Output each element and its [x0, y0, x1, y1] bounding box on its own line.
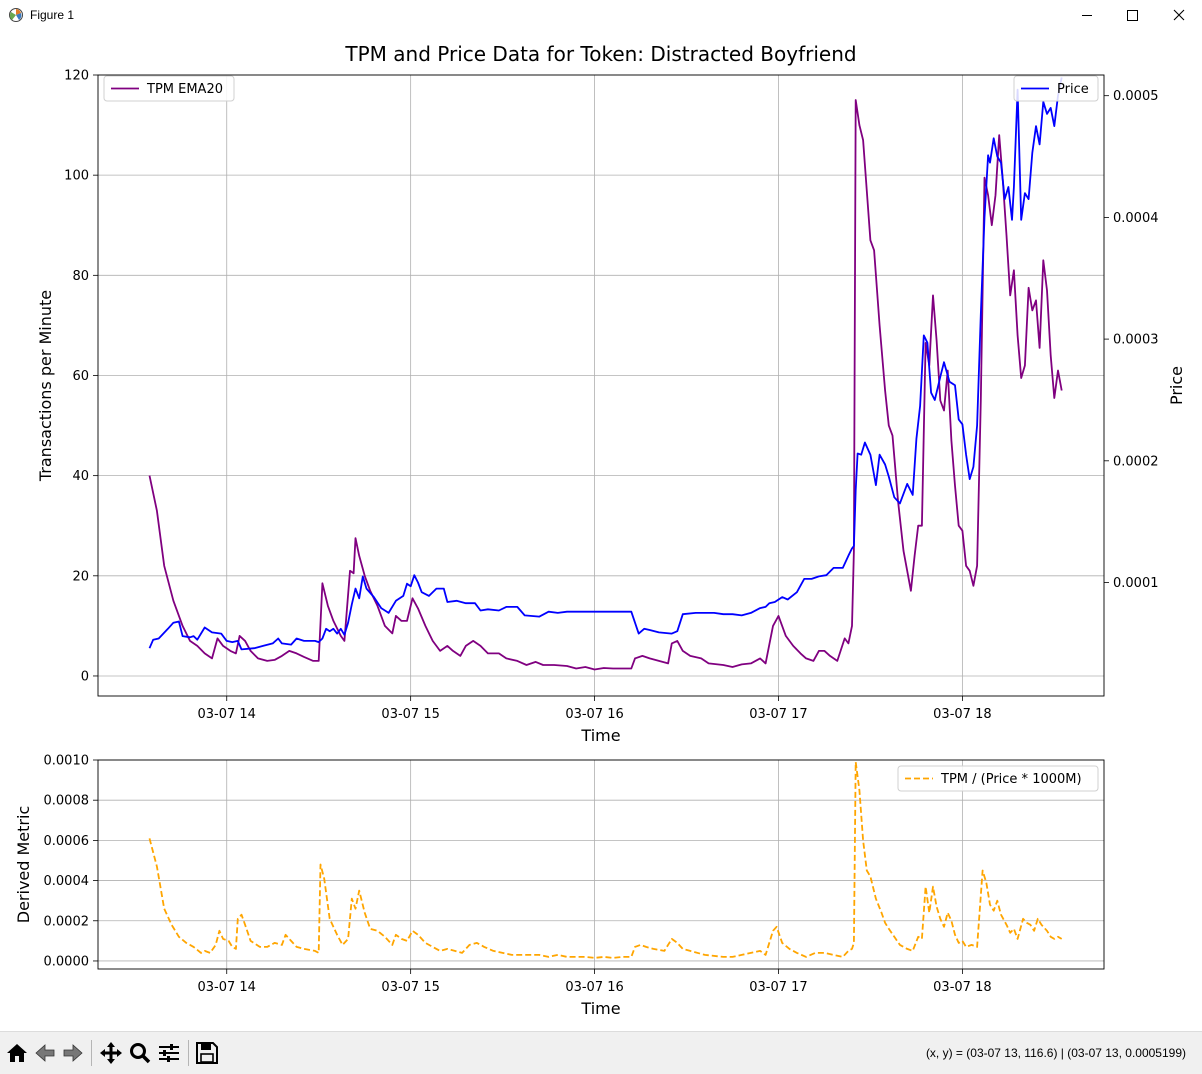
- y2-tick-label: 0.0002: [1113, 454, 1159, 469]
- y2-tick-label: 0.0004: [1113, 211, 1159, 226]
- maximize-button[interactable]: [1110, 0, 1156, 31]
- home-button[interactable]: [3, 1040, 31, 1066]
- x-tick-label: 03-07 16: [565, 707, 623, 722]
- legend-derived-label: TPM / (Price * 1000M): [940, 772, 1082, 787]
- y-axis-label: Transactions per Minute: [36, 290, 55, 482]
- x-tick-label: 03-07 14: [198, 980, 256, 995]
- window-titlebar: Figure 1: [0, 0, 1202, 32]
- top-axes: 03-07 14 03-07 15 03-07 16 03-07 17 03-07 18…: [36, 69, 1186, 746]
- save-button[interactable]: [193, 1040, 221, 1066]
- x-tick-label: 03-07 17: [749, 707, 807, 722]
- toolbar-separator: [91, 1040, 92, 1066]
- y-tick-label: 120: [64, 69, 89, 84]
- bottom-x-axis-label: Time: [580, 999, 620, 1018]
- price-line: [148, 77, 1063, 651]
- y-tick-label: 0.0002: [44, 914, 90, 929]
- minimize-icon: [1082, 15, 1092, 16]
- y-tick-label: 0.0010: [44, 754, 90, 769]
- x-tick-label: 03-07 15: [381, 707, 439, 722]
- maximize-icon: [1127, 10, 1138, 21]
- zoom-icon: [130, 1043, 151, 1064]
- legend-price-label: Price: [1057, 82, 1089, 97]
- toolbar-separator: [188, 1040, 189, 1066]
- pan-icon: [100, 1042, 122, 1064]
- legend-price-box: [1013, 75, 1099, 102]
- derived-metric-line: [148, 761, 1063, 959]
- y-tick-label: 0: [81, 669, 89, 684]
- back-button[interactable]: [31, 1040, 59, 1066]
- y-tick-label: 0.0006: [44, 834, 90, 849]
- bottom-axes: 03-07 14 03-07 15 03-07 16 03-07 17 03-07 18…: [14, 754, 1105, 1018]
- navigation-toolbar: (x, y) = (03-07 13, 116.6) | (03-07 13, …: [0, 1031, 1202, 1074]
- save-icon: [196, 1042, 218, 1064]
- tpm-ema20-line: [148, 99, 1063, 671]
- forward-icon: [63, 1044, 83, 1062]
- y-tick-label: 80: [72, 269, 89, 284]
- window-title: Figure 1: [30, 8, 75, 22]
- figure-svg: TPM and Price Data for Token: Distracted…: [14, 42, 1186, 1018]
- y-tick-label: 100: [64, 169, 89, 184]
- legend-derived-box: [897, 765, 1099, 792]
- legend-tpm-box: [103, 75, 235, 102]
- home-icon: [7, 1044, 27, 1062]
- legend-tpm: TPM EMA20: [103, 75, 235, 102]
- x-tick-label: 03-07 18: [933, 980, 991, 995]
- matplotlib-icon: [9, 8, 23, 22]
- pan-button[interactable]: [97, 1040, 125, 1066]
- x-tick-label: 03-07 15: [381, 980, 439, 995]
- y2-tick-label: 0.0001: [1113, 576, 1159, 591]
- y-tick-label: 40: [72, 469, 89, 484]
- x-tick-label: 03-07 16: [565, 980, 623, 995]
- bottom-axes-frame: [97, 759, 1105, 970]
- x-tick-label: 03-07 17: [749, 980, 807, 995]
- x-axis-label: Time: [580, 726, 620, 745]
- y-tick-label: 60: [72, 369, 89, 384]
- legend-price: Price: [1013, 75, 1099, 102]
- bottom-y-axis-label: Derived Metric: [14, 806, 33, 923]
- minimize-button[interactable]: [1064, 0, 1110, 31]
- legend-tpm-label: TPM EMA20: [146, 82, 223, 97]
- zoom-button[interactable]: [126, 1040, 154, 1066]
- configure-subplots-button[interactable]: [155, 1040, 183, 1066]
- y2-tick-label: 0.0003: [1113, 333, 1159, 348]
- y2-axis-label: Price: [1167, 366, 1186, 405]
- close-icon: [1173, 9, 1185, 21]
- y2-tick-label: 0.0005: [1113, 89, 1159, 104]
- y-tick-label: 0.0000: [44, 954, 90, 969]
- legend-derived: TPM / (Price * 1000M): [897, 765, 1099, 792]
- y-tick-label: 0.0008: [44, 794, 90, 809]
- figure-canvas[interactable]: TPM and Price Data for Token: Distracted…: [0, 31, 1202, 1029]
- y-tick-label: 0.0004: [44, 874, 90, 889]
- top-axes-frame: [97, 74, 1105, 697]
- back-icon: [35, 1044, 55, 1062]
- configure-subplots-icon: [159, 1044, 179, 1062]
- close-button[interactable]: [1156, 0, 1202, 31]
- x-tick-label: 03-07 18: [933, 707, 991, 722]
- x-tick-label: 03-07 14: [198, 707, 256, 722]
- figure-title: TPM and Price Data for Token: Distracted…: [344, 42, 856, 66]
- y-tick-label: 20: [72, 569, 89, 584]
- forward-button[interactable]: [59, 1040, 87, 1066]
- cursor-coordinates: (x, y) = (03-07 13, 116.6) | (03-07 13, …: [925, 1046, 1186, 1060]
